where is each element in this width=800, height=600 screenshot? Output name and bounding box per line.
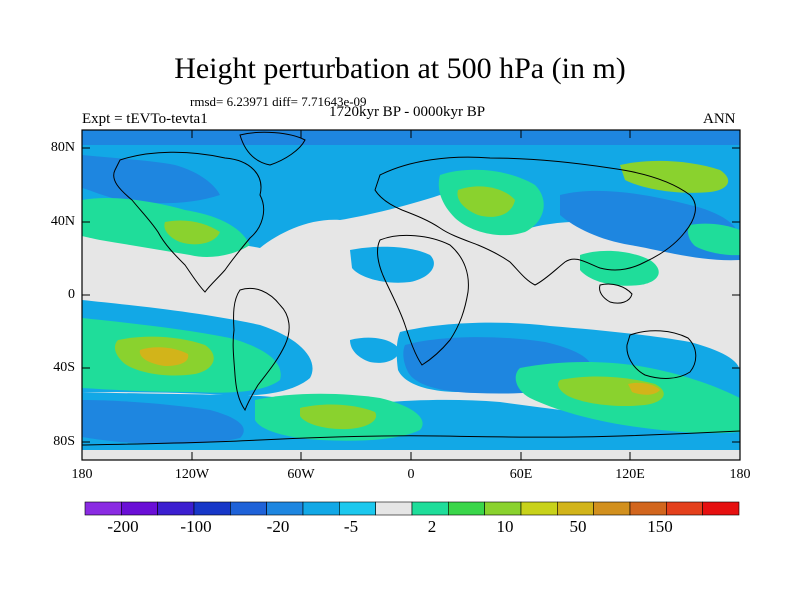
lon-label-60e: 60E xyxy=(509,467,533,482)
lon-label-120e: 120E xyxy=(615,467,645,482)
period-label: 1720kyr BP - 0000kyr BP xyxy=(328,104,486,120)
lon-label-120w: 120W xyxy=(174,467,210,482)
rmsd-diff-stats: rmsd= 6.23971 diff= 7.71643e-09 xyxy=(190,94,367,109)
colorbar-swatch xyxy=(666,501,703,516)
field-region-north-pacific-green xyxy=(687,223,740,256)
season-label: ANN xyxy=(703,111,736,127)
colorbar-swatch xyxy=(302,501,340,516)
colorbar-swatch xyxy=(593,501,631,516)
field-region-north-pacific-lime xyxy=(620,160,729,193)
lon-label-180w: 180 xyxy=(71,467,93,482)
colorbar-swatch xyxy=(193,501,231,516)
colorbar-swatch xyxy=(339,501,376,516)
field-region-siberia-lime xyxy=(457,186,515,217)
lon-label-0: 0 xyxy=(407,467,415,482)
field-region-north-sky xyxy=(82,145,740,251)
colorbar-label-2: 2 xyxy=(427,517,437,536)
coastline-north-america xyxy=(113,151,265,293)
field-region-north-america-lime xyxy=(164,220,220,245)
lat-label-40n: 40N xyxy=(50,214,75,229)
colorbar-swatch xyxy=(557,501,594,516)
coastline-greenland xyxy=(239,131,306,166)
height-field xyxy=(82,130,740,450)
coastlines xyxy=(82,131,740,446)
colorbar-label-10: 10 xyxy=(496,517,514,536)
colorbar-swatch xyxy=(448,501,485,516)
colorbar-swatch xyxy=(411,501,449,516)
colorbar-swatch xyxy=(375,501,413,516)
colorbar-swatch xyxy=(84,501,122,516)
coastline-southeast-asia xyxy=(599,283,633,304)
field-region-southern-ocean-blue xyxy=(82,400,244,444)
coastline-south-america xyxy=(232,287,290,412)
field-region-indian-ocean-orange xyxy=(628,382,660,395)
field-region-south-pacific-orange xyxy=(139,347,189,366)
colorbar-label-50: 50 xyxy=(569,517,587,536)
lon-label-60w: 60W xyxy=(287,467,315,482)
colorbar-label-neg200: -200 xyxy=(107,517,139,536)
lon-label-180e: 180 xyxy=(729,467,751,482)
colorbar-swatch xyxy=(702,501,740,516)
field-region-antarctic-lime xyxy=(300,404,377,430)
experiment-label: Expt = tEVTo-tevta1 xyxy=(82,111,208,127)
lat-label-80s: 80S xyxy=(53,434,75,449)
plot-title: Height perturbation at 500 hPa (in m) xyxy=(174,52,626,85)
coastline-eurasia xyxy=(374,156,696,286)
colorbar-swatch xyxy=(157,501,195,516)
field-region-atlantic-sky xyxy=(350,246,434,283)
colorbar-label-150: 150 xyxy=(647,517,673,536)
coastline-antarctica xyxy=(82,430,740,446)
field-region-china-green xyxy=(580,250,659,286)
lat-label-0: 0 xyxy=(68,287,75,302)
colorbar-label-neg5: -5 xyxy=(343,517,359,536)
colorbar-swatch xyxy=(266,501,304,516)
colorbar-swatch xyxy=(230,501,267,516)
axis-ticks xyxy=(81,130,741,460)
lat-label-40s: 40S xyxy=(53,360,75,375)
colorbar-swatch xyxy=(520,501,558,516)
colorbar-label-neg100: -100 xyxy=(180,517,212,536)
colorbar-label-neg20: -20 xyxy=(266,517,290,536)
coastline-africa xyxy=(377,235,469,366)
lat-label-80n: 80N xyxy=(50,140,75,155)
colorbar-swatch xyxy=(484,501,522,516)
colorbar-swatch xyxy=(121,501,158,516)
colorbar xyxy=(84,501,740,516)
coastline-australia xyxy=(626,330,697,379)
field-region-south-atlantic-sky xyxy=(350,337,400,363)
colorbar-swatch xyxy=(629,501,667,516)
